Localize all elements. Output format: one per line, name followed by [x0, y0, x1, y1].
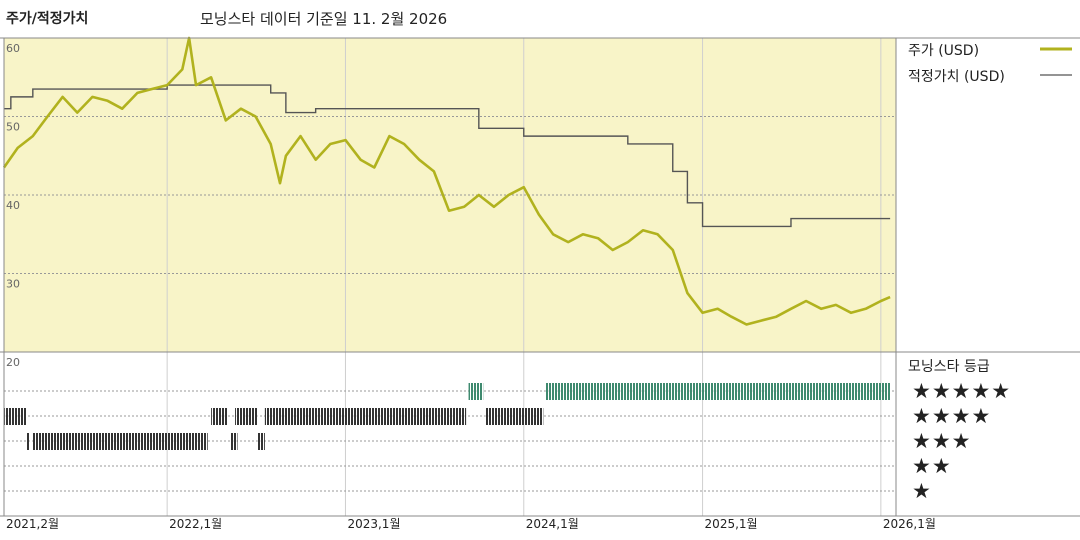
x-tick-label: 2023,1월 — [347, 517, 400, 531]
x-axis-tick-labels: 2021,2월 2022,1월 2023,1월 2024,1월 2025,1월 2026,… — [6, 517, 936, 531]
price-line — [2, 36, 891, 326]
legend-fair-label: 적정가치 (USD) — [908, 69, 1005, 85]
rating-bar-3-stars — [230, 433, 238, 450]
rating-5-stars: ★★★★★ — [912, 379, 1012, 403]
y-tick-label: 20 — [6, 356, 20, 369]
rating-2-stars: ★★ — [912, 454, 952, 478]
legend-price-label: 주가 (USD) — [908, 43, 980, 59]
x-tick-label: 2022,1월 — [169, 517, 222, 531]
y-tick-label: 50 — [6, 121, 20, 134]
rating-bar-4-stars — [485, 408, 544, 425]
rating-bar-5-stars — [468, 383, 484, 400]
rating-bar-4-stars — [4, 408, 27, 425]
series-lines — [2, 36, 1072, 326]
y-tick-label: 30 — [6, 278, 20, 291]
rating-bar-4-stars — [264, 408, 467, 425]
rating-bars — [4, 383, 891, 450]
legend-fair-value: 적정가치 (USD) — [908, 66, 1005, 86]
rating-bar-4-stars — [235, 408, 258, 425]
x-tick-label: 2026,1월 — [883, 517, 936, 531]
x-tick-label: 2024,1월 — [526, 517, 579, 531]
rating-1-star: ★ — [912, 479, 932, 503]
fair-value-line — [4, 84, 891, 228]
data-date-subtitle: 모닝스타 데이터 기준일 11. 2월 2026 — [200, 10, 448, 28]
rating-bar-3-stars — [32, 433, 208, 450]
legend-price: 주가 (USD) — [908, 40, 979, 60]
x-tick-label: 2025,1월 — [705, 517, 758, 531]
y-axis-tick-labels: 60 50 40 30 20 — [6, 42, 20, 369]
rating-bar-5-stars — [545, 383, 891, 400]
y-tick-label: 40 — [6, 199, 20, 212]
rating-3-stars: ★★★ — [912, 429, 972, 453]
panel-frame — [0, 37, 1080, 517]
rating-bar-3-stars — [26, 433, 30, 450]
rating-4-stars: ★★★★ — [912, 404, 992, 428]
y-tick-label: 60 — [6, 42, 20, 55]
rating-bar-4-stars — [211, 408, 228, 425]
rating-legend-title: 모닝스타 등급 — [908, 359, 990, 375]
chart-title: 주가/적정가치 — [6, 11, 89, 27]
rating-bar-3-stars — [257, 433, 265, 450]
x-tick-label: 2021,2월 — [6, 517, 59, 531]
